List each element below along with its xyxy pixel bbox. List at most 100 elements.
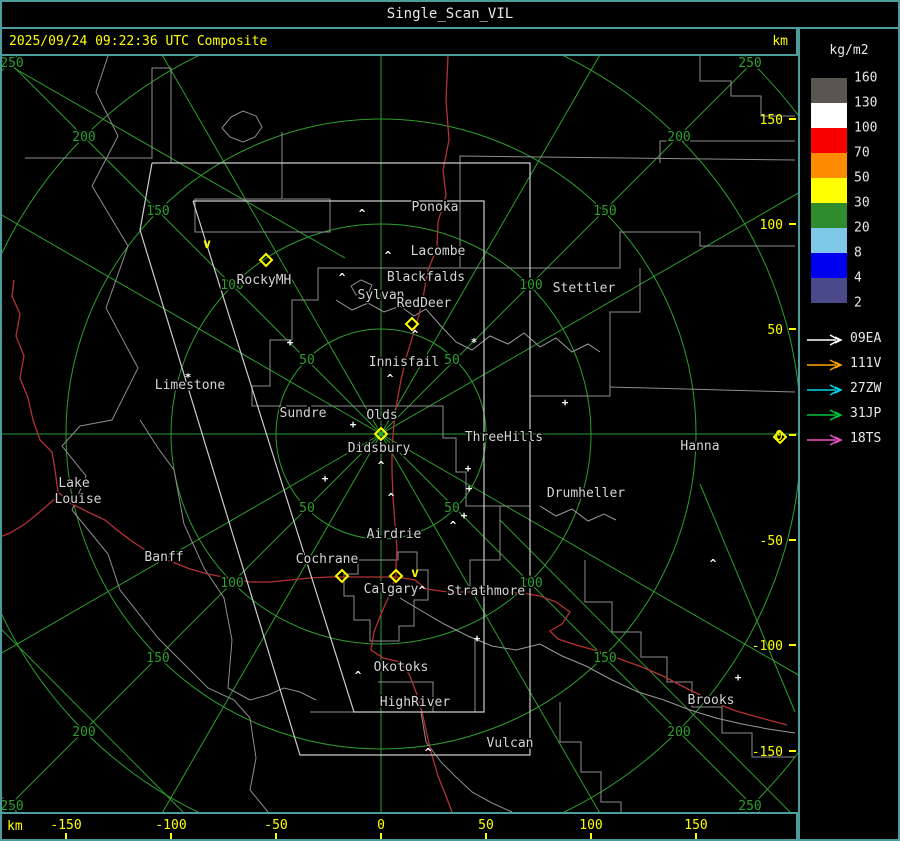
color-scale-value: 20: [854, 220, 870, 236]
county-boundary: [469, 506, 501, 592]
azimuth-line: [2, 433, 382, 654]
radar-id-label: 27ZW: [850, 381, 882, 396]
azimuth-line: [2, 56, 382, 435]
x-axis-tick-label: 0: [377, 818, 385, 833]
sector-edge-line: [2, 60, 346, 259]
x-axis-tick-label: -100: [155, 818, 187, 833]
radar-id-label: 111V: [850, 356, 882, 371]
radar-pointer-marker: v: [411, 566, 419, 581]
ring-distance-label: 200: [72, 725, 95, 740]
legend-panel: kg/m2 160 130 100 70 50 30 20 8 4 2 09EA 111V 27ZW 3…: [798, 29, 898, 839]
city-label: RedDeer: [397, 296, 452, 311]
azimuth-line: [380, 433, 798, 676]
city-label: Vulcan: [487, 736, 534, 751]
x-axis-tick-label: 150: [684, 818, 708, 833]
town-marker: +: [735, 671, 742, 684]
city-label: Stettler: [553, 281, 616, 296]
color-scale-bin: [811, 253, 847, 278]
town-marker: ^: [419, 584, 426, 597]
county-boundary: [699, 56, 795, 117]
azimuth-line: [380, 192, 798, 435]
radar-arrow-icon: [807, 359, 843, 371]
county-boundary: [221, 110, 263, 143]
ring-distance-label: 50: [444, 501, 460, 516]
town-marker: ^: [359, 207, 366, 220]
city-label: Cochrane: [296, 552, 359, 567]
city-label: Lake: [58, 476, 89, 491]
x-axis-tick: [590, 833, 592, 839]
county-boundary: [343, 551, 429, 642]
y-axis-tick-label: 100: [760, 218, 783, 233]
x-axis-tick: [275, 833, 277, 839]
x-axis-tick: [65, 833, 67, 839]
county-boundary: [420, 711, 513, 812]
radar-arrow-icon: [807, 409, 843, 421]
city-label: Okotoks: [374, 660, 429, 675]
city-label: Lacombe: [411, 244, 466, 259]
highway-line: [11, 279, 34, 421]
town-marker: ^: [710, 557, 717, 570]
legend-unit-label: kg/m2: [829, 43, 869, 58]
radar-site-marker: [334, 568, 350, 584]
city-label: Brooks: [688, 693, 735, 708]
city-label: Limestone: [155, 378, 226, 393]
river-line: [399, 597, 796, 734]
city-label: ThreeHills: [465, 430, 543, 445]
radar-map-canvas[interactable]: 50 100 150 200 250 50 100 150 200 250 50 100 150 200 2…: [2, 56, 798, 812]
ring-distance-label: 250: [738, 799, 761, 812]
bottom-axis: km -150 -100 -50 0 50 100 150: [2, 812, 798, 839]
x-axis-tick-label: -150: [50, 818, 82, 833]
ring-distance-label: 100: [220, 576, 243, 591]
radar-site-marker: [388, 568, 404, 584]
radar-id-row: 31JP: [806, 403, 898, 428]
ring-distance-label: 150: [593, 204, 616, 219]
color-scale-value: 100: [854, 120, 878, 136]
city-label: Didsbury: [348, 441, 411, 456]
sector-edge-line: [699, 483, 796, 713]
color-scale-value: 160: [854, 70, 878, 86]
color-scale-bin: [811, 178, 847, 203]
ring-distance-label: 200: [667, 725, 690, 740]
town-marker: *: [471, 336, 478, 349]
azimuth-line: [380, 56, 600, 435]
ring-distance-label: 150: [146, 651, 169, 666]
city-label: Calgary: [364, 582, 419, 597]
ring-distance-label: 200: [72, 130, 95, 145]
town-marker: ^: [450, 519, 457, 532]
y-axis-tick-label: 50: [767, 323, 783, 338]
bottom-axis-unit-label: km: [7, 819, 23, 834]
ring-distance-label: 250: [2, 56, 24, 71]
scan-area-outline: [192, 200, 485, 713]
y-axis-tick-label: -100: [752, 639, 783, 654]
color-scale-value: 130: [854, 95, 878, 111]
x-axis-tick: [170, 833, 172, 839]
ring-distance-label: 50: [299, 501, 315, 516]
radar-site-marker: [373, 426, 389, 442]
radar-site-marker: [772, 429, 788, 445]
color-scale-bin: [811, 78, 847, 103]
town-marker: +: [461, 509, 468, 522]
radar-pointer-marker: v: [203, 237, 211, 252]
town-marker: +: [287, 336, 294, 349]
azimuth-line: [162, 56, 382, 435]
county-boundary: [335, 231, 795, 269]
color-scale-value: 4: [854, 270, 862, 286]
radar-id-label: 18TS: [850, 431, 882, 446]
town-marker: +: [350, 418, 357, 431]
city-label: Strathmore: [447, 584, 525, 599]
river-line: [539, 505, 617, 522]
city-label: Innisfail: [369, 355, 439, 370]
color-scale-bin: [811, 128, 847, 153]
county-boundary: [61, 425, 269, 812]
town-marker: ^: [425, 746, 432, 759]
color-scale-value: 2: [854, 295, 862, 311]
azimuth-line: [162, 433, 382, 812]
color-scale-bin: [811, 203, 847, 228]
city-label: Airdrie: [367, 527, 422, 542]
city-label: HighRiver: [380, 695, 451, 710]
azimuth-line: [380, 433, 760, 812]
radar-id-row: 09EA: [806, 328, 898, 353]
color-scale-bin: [811, 103, 847, 128]
county-boundary: [559, 702, 622, 812]
x-axis-tick: [485, 833, 487, 839]
